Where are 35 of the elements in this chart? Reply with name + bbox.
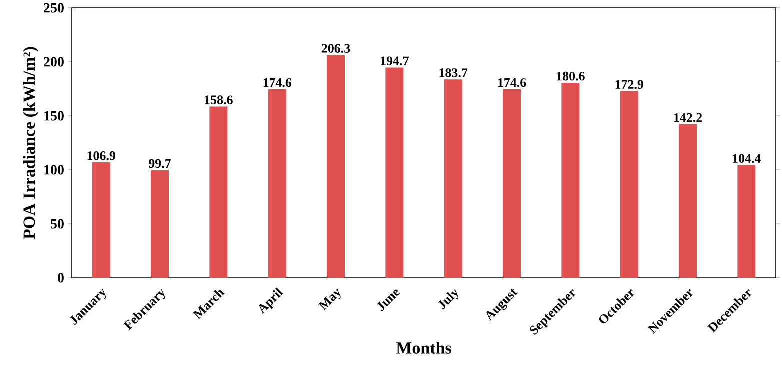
y-tick-label: 50 [51, 219, 64, 229]
bar [444, 80, 462, 278]
data-label: 142.2 [674, 113, 702, 122]
bar [92, 162, 110, 278]
data-label: 183.7 [440, 68, 468, 78]
data-label: 99.7 [148, 159, 172, 168]
data-label: 158.6 [205, 96, 233, 105]
bar [386, 68, 404, 278]
y-tick-label: 0 [58, 273, 64, 283]
bar [151, 170, 169, 278]
data-label: 106.9 [88, 152, 116, 160]
data-label: 174.6 [498, 78, 526, 88]
x-tick-label: July [438, 289, 459, 310]
x-axis-title: Months [396, 342, 452, 354]
bar [679, 124, 698, 278]
bar [562, 82, 580, 278]
bar [327, 55, 346, 278]
data-label: 206.3 [322, 44, 350, 53]
y-axis-title: POA Irradiance (kWh/m²) [23, 47, 39, 240]
x-tick-label: May [318, 288, 341, 311]
y-tick-label: 200 [44, 57, 64, 67]
y-tick-label: 100 [44, 165, 64, 175]
bar [210, 106, 228, 278]
y-tick-label: 250 [44, 3, 64, 13]
bar [620, 91, 638, 278]
data-label: 180.6 [557, 72, 585, 81]
data-label: 174.6 [264, 78, 292, 88]
y-tick-label: 150 [44, 111, 64, 121]
data-label: 104.4 [733, 154, 762, 164]
x-tick-label: June [377, 290, 400, 312]
bar [503, 89, 522, 278]
bar [268, 89, 286, 278]
data-label: 194.7 [381, 56, 409, 66]
data-label: 172.9 [616, 80, 644, 90]
bar [738, 165, 756, 278]
